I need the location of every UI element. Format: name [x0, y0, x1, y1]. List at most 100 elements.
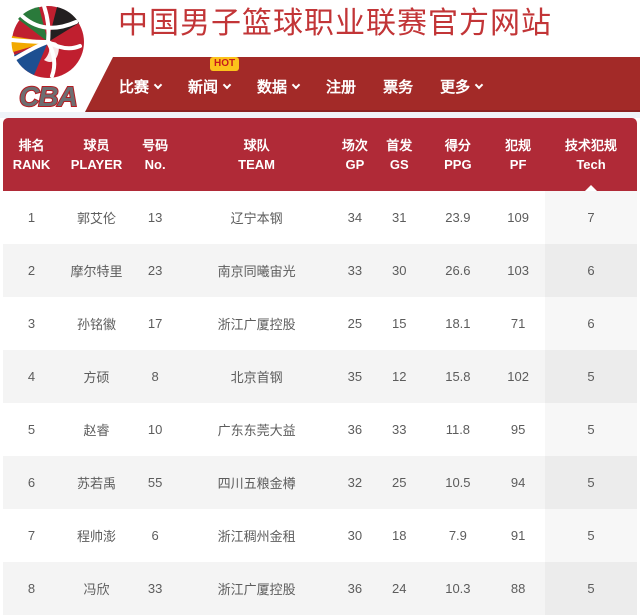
cell-pf: 71: [491, 297, 546, 350]
table-header-row: 排名 RANK 球员 PLAYER 号码 No. 球队 TEAM 场次 GP 首发 GS 得分 PPG 犯规…: [3, 118, 637, 191]
chevron-down-icon: [222, 80, 232, 89]
cell-ppg: 10.5: [424, 456, 492, 509]
cell-tech: 5: [545, 456, 637, 509]
cell-ppg: 7.9: [424, 509, 492, 562]
column-label-en: GP: [345, 156, 365, 172]
cell-no: 8: [132, 350, 178, 403]
table-row[interactable]: 5 赵睿 10 广东东莞大益 36 33 11.8 95 5: [3, 403, 637, 456]
cell-team: 浙江稠州金租: [177, 509, 336, 562]
cell-gp: 36: [335, 562, 374, 615]
column-label-zh: 技术犯规: [565, 137, 618, 153]
table-row[interactable]: 2 摩尔特里 23 南京同曦宙光 33 30 26.6 103 6: [3, 244, 637, 297]
cell-no: 55: [132, 456, 178, 509]
column-header-pf[interactable]: 犯规 PF: [491, 118, 546, 191]
cell-team: 四川五粮金樽: [177, 456, 336, 509]
column-label-zh: 首发: [386, 137, 413, 153]
cell-ppg: 18.1: [424, 297, 492, 350]
basketball-icon: [10, 4, 84, 78]
cell-gs: 24: [373, 562, 425, 615]
cell-team: 浙江广厦控股: [177, 562, 336, 615]
cell-pf: 91: [491, 509, 546, 562]
cell-pf: 102: [491, 350, 546, 403]
column-header-gp[interactable]: 场次 GP: [335, 118, 374, 191]
table-row[interactable]: 8 冯欣 33 浙江广厦控股 36 24 10.3 88 5: [3, 562, 637, 615]
cell-rank: 5: [3, 403, 61, 456]
cell-pf: 94: [491, 456, 546, 509]
column-header-rank[interactable]: 排名 RANK: [3, 118, 61, 191]
stats-board: 排名 RANK 球员 PLAYER 号码 No. 球队 TEAM 场次 GP 首发 GS 得分 PPG 犯规…: [3, 118, 637, 615]
nav-item-label: 数据: [257, 79, 288, 96]
table-row[interactable]: 1 郭艾伦 13 辽宁本钢 34 31 23.9 109 7: [3, 191, 637, 244]
cell-ppg: 10.3: [424, 562, 492, 615]
cell-ppg: 23.9: [424, 191, 492, 244]
divider-strip: [0, 112, 640, 118]
nav-item-label: 比赛: [119, 79, 150, 96]
table-row[interactable]: 7 程帅澎 6 浙江稠州金租 30 18 7.9 91 5: [3, 509, 637, 562]
cell-player: 苏若禹: [60, 456, 133, 509]
cell-gs: 12: [373, 350, 425, 403]
column-label-en: GS: [389, 156, 409, 172]
cell-team: 南京同曦宙光: [177, 244, 336, 297]
cell-no: 10: [132, 403, 178, 456]
cell-tech: 5: [545, 509, 637, 562]
site-title: 中国男子篮球职业联赛官方网站: [118, 7, 552, 40]
cell-tech: 6: [545, 244, 637, 297]
cell-gs: 25: [373, 456, 425, 509]
column-label-zh: 排名: [18, 137, 45, 153]
column-header-player[interactable]: 球员 PLAYER: [60, 118, 133, 191]
cell-no: 13: [132, 191, 178, 244]
cell-rank: 2: [3, 244, 61, 297]
cell-pf: 95: [491, 403, 546, 456]
cell-gs: 18: [373, 509, 425, 562]
table-row[interactable]: 6 苏若禹 55 四川五粮金樽 32 25 10.5 94 5: [3, 456, 637, 509]
sort-indicator-icon: [585, 185, 598, 191]
column-label-zh: 球员: [83, 137, 110, 153]
nav-item-4[interactable]: 注册: [326, 76, 356, 97]
column-header-ppg[interactable]: 得分 PPG: [424, 118, 492, 191]
column-header-gs[interactable]: 首发 GS: [373, 118, 425, 191]
column-label-en: PLAYER: [70, 156, 123, 172]
nav-item-label: 新闻: [188, 79, 219, 96]
table-row[interactable]: 4 方硕 8 北京首钢 35 12 15.8 102 5: [3, 350, 637, 403]
cell-gp: 33: [335, 244, 374, 297]
cba-logo[interactable]: CBA: [6, 2, 90, 112]
cell-no: 17: [132, 297, 178, 350]
nav-item-2[interactable]: 新闻 HOT: [188, 57, 240, 97]
cell-gp: 32: [335, 456, 374, 509]
cell-player: 冯欣: [60, 562, 133, 615]
logo-wordmark: CBA: [19, 81, 77, 112]
nav-items: 比赛 新闻 HOT 数据 注册 票务 更多: [119, 57, 484, 97]
cell-player: 程帅澎: [60, 509, 133, 562]
cell-player: 方硕: [60, 350, 133, 403]
cell-team: 辽宁本钢: [177, 191, 336, 244]
cell-no: 6: [132, 509, 178, 562]
cell-gs: 15: [373, 297, 425, 350]
nav-item-5[interactable]: 票务: [383, 76, 413, 97]
column-label-zh: 号码: [142, 137, 169, 153]
column-label-en: RANK: [12, 156, 51, 172]
nav-item-6[interactable]: 更多: [440, 76, 484, 97]
column-header-tech[interactable]: 技术犯规 Tech: [545, 118, 637, 191]
cell-pf: 109: [491, 191, 546, 244]
column-label-zh: 场次: [341, 137, 368, 153]
cell-team: 浙江广厦控股: [177, 297, 336, 350]
table-row[interactable]: 3 孙铭徽 17 浙江广厦控股 25 15 18.1 71 6: [3, 297, 637, 350]
nav-item-label: 票务: [383, 79, 414, 96]
cell-tech: 7: [545, 191, 637, 244]
cell-rank: 6: [3, 456, 61, 509]
chevron-down-icon: [474, 80, 484, 89]
nav-item-3[interactable]: 数据: [257, 76, 301, 97]
nav-item-1[interactable]: 比赛: [119, 76, 163, 97]
cell-no: 23: [132, 244, 178, 297]
column-header-no[interactable]: 号码 No.: [132, 118, 178, 191]
cell-gp: 30: [335, 509, 374, 562]
hot-badge: HOT: [210, 57, 240, 71]
cell-player: 赵睿: [60, 403, 133, 456]
cell-team: 北京首钢: [177, 350, 336, 403]
column-header-team[interactable]: 球队 TEAM: [177, 118, 336, 191]
cell-player: 孙铭徽: [60, 297, 133, 350]
cell-rank: 4: [3, 350, 61, 403]
nav-item-label: 更多: [440, 79, 471, 96]
chevron-down-icon: [291, 80, 301, 89]
column-label-zh: 球队: [243, 137, 270, 153]
